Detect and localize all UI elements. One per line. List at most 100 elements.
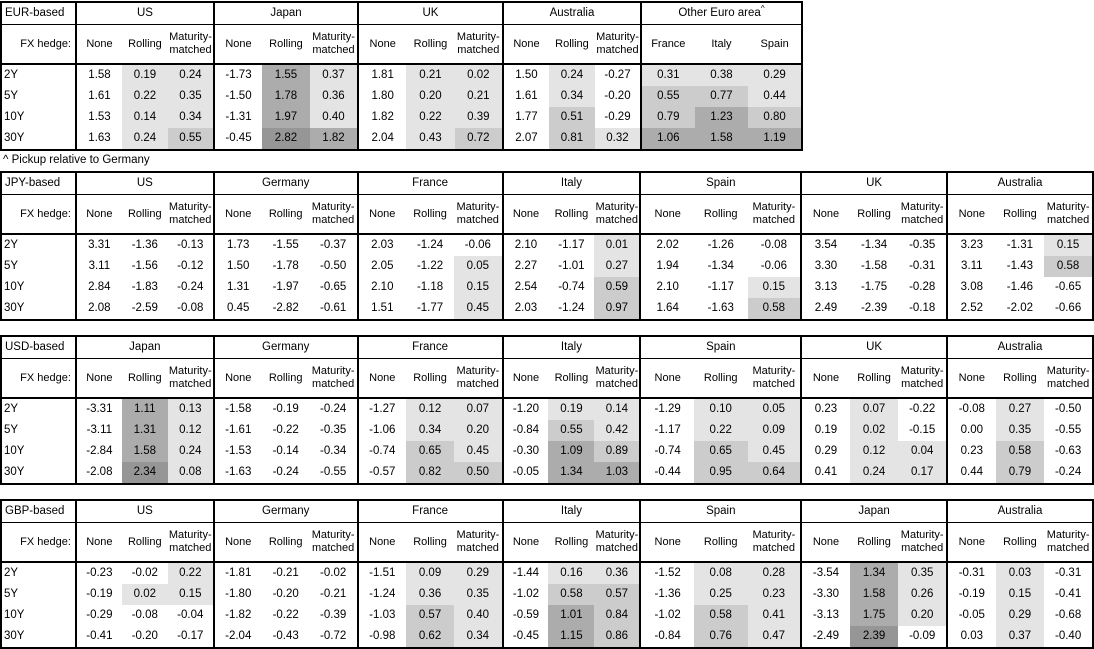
column-header-rolling: Rolling xyxy=(548,24,595,65)
value-cell: -2.84 xyxy=(74,441,122,462)
column-header-rolling: Rolling xyxy=(849,522,899,563)
value-cell: -3.30 xyxy=(800,584,850,605)
value-cell: 0.15 xyxy=(995,584,1045,605)
table-row-2y: 2Y -0.23 -0.02 0.22 -1.81 -0.21 -0.02 -1.51 0.09… xyxy=(1,562,1093,584)
column-header-spain: Spain xyxy=(748,24,802,65)
column-header-rolling: Rolling xyxy=(261,194,310,235)
value-cell: -1.77 xyxy=(416,301,444,314)
table-row-10y: 10Y 2.84 -1.83 -0.24 1.31 -1.97 -0.65 2.10 -1.18… xyxy=(1,277,1093,298)
value-cell: 0.24 xyxy=(168,64,214,86)
value-cell: 0.27 xyxy=(995,398,1045,420)
column-header-maturity-matched: Maturity-matched xyxy=(594,358,641,399)
value-cell: -1.20 xyxy=(501,398,549,420)
value-cell: -1.75 xyxy=(860,280,888,293)
value-cell: 0.07 xyxy=(454,398,503,420)
value-cell: -1.55 xyxy=(272,238,299,251)
value-cell: 1.81 xyxy=(356,64,407,86)
group-header-france: France xyxy=(356,500,503,523)
value-cell: 0.20 xyxy=(406,86,455,107)
value-cell: 3.23 xyxy=(946,234,996,256)
value-cell: 0.55 xyxy=(548,420,595,441)
value-cell: 0.57 xyxy=(594,584,641,605)
column-header-rolling: Rolling xyxy=(849,358,899,399)
value-cell: -1.36 xyxy=(131,238,158,251)
value-cell: 3.31 xyxy=(74,234,122,256)
value-cell: -2.02 xyxy=(1006,301,1034,314)
value-cell: 0.19 xyxy=(800,420,850,441)
value-cell: -0.06 xyxy=(464,238,491,251)
value-cell: -0.50 xyxy=(1055,402,1082,415)
value-cell: -0.74 xyxy=(558,280,585,293)
value-cell: 0.62 xyxy=(405,626,455,648)
value-cell: 0.15 xyxy=(1044,234,1093,256)
value-cell: 0.47 xyxy=(747,626,802,648)
value-cell: 1.58 xyxy=(75,64,122,86)
value-cell: 0.58 xyxy=(693,605,748,626)
value-cell: 1.58 xyxy=(121,441,168,462)
value-cell: -0.04 xyxy=(177,608,204,621)
value-cell: 0.76 xyxy=(693,626,748,648)
value-cell: 0.38 xyxy=(694,64,749,86)
value-cell: 0.58 xyxy=(747,298,802,320)
value-cell: -0.34 xyxy=(320,444,347,457)
value-cell: -0.17 xyxy=(177,629,204,642)
column-header-rolling: Rolling xyxy=(693,358,748,399)
value-cell: -1.44 xyxy=(501,562,549,584)
value-cell: 0.29 xyxy=(995,605,1045,626)
value-cell: -0.74 xyxy=(639,441,694,462)
value-cell: -1.01 xyxy=(558,259,585,272)
row-label: 5Y xyxy=(4,423,19,436)
group-header-spain: Spain xyxy=(639,500,802,523)
value-cell: 1.31 xyxy=(121,420,168,441)
table-row-10y: 10Y -0.29 -0.08 -0.04 -1.82 -0.22 -0.39 -1.03 0.… xyxy=(1,605,1093,626)
value-cell: -1.53 xyxy=(212,441,262,462)
value-cell: -1.58 xyxy=(212,398,262,420)
value-cell: 0.40 xyxy=(454,605,503,626)
value-cell: 1.53 xyxy=(75,107,122,128)
table-row-10y: 10Y -2.84 1.58 0.24 -1.53 -0.14 -0.34 -0.74 0.65… xyxy=(1,441,1093,462)
value-cell: 1.58 xyxy=(849,584,899,605)
value-cell: 0.35 xyxy=(898,562,948,584)
value-cell: 0.72 xyxy=(454,128,503,150)
row-label: 2Y xyxy=(4,566,19,579)
column-header-none: None xyxy=(501,24,549,65)
value-cell: 0.12 xyxy=(849,441,899,462)
column-header-none: None xyxy=(356,24,407,65)
yield-table-usd-based: USD-based Japan Germany France Italy Spain UK A… xyxy=(0,335,1094,485)
value-cell: 0.34 xyxy=(454,626,503,648)
value-cell: -2.49 xyxy=(800,626,850,648)
table-row-30y: 30Y -2.08 2.34 0.08 -1.63 -0.24 -0.55 -0.57 0.82… xyxy=(1,462,1093,484)
value-cell: -1.26 xyxy=(707,238,734,251)
table-row-5y: 5Y 1.61 0.22 0.35 -1.50 1.78 0.36 1.80 0.20 0.21 1… xyxy=(1,86,802,107)
value-cell: 0.55 xyxy=(168,128,214,150)
value-cell: -0.27 xyxy=(604,68,631,81)
value-cell: 0.03 xyxy=(946,626,996,648)
footnote-pickup-germany: ^ Pickup relative to Germany xyxy=(3,154,150,166)
value-cell: 3.11 xyxy=(74,256,122,277)
table-usd-based: USD-based Japan Germany France Italy Spain UK A… xyxy=(0,335,1094,485)
column-header-maturity-matched: Maturity-matched xyxy=(309,358,358,399)
value-cell: -0.37 xyxy=(320,238,347,251)
value-cell: -2.04 xyxy=(212,626,262,648)
value-cell: 0.22 xyxy=(406,107,455,128)
column-header-maturity-matched: Maturity-matched xyxy=(898,522,948,563)
value-cell: 0.50 xyxy=(454,462,503,484)
base-label: JPY-based xyxy=(1,172,76,195)
value-cell: 1.80 xyxy=(356,86,407,107)
table-row-5y: 5Y 3.11 -1.56 -0.12 1.50 -1.78 -0.50 2.05 -1.22 0… xyxy=(1,256,1093,277)
value-cell: -1.63 xyxy=(212,462,262,484)
value-cell: 1.51 xyxy=(356,298,406,320)
column-header-none: None xyxy=(212,194,262,235)
column-header-rolling: Rolling xyxy=(405,194,455,235)
value-cell: 0.77 xyxy=(694,86,749,107)
table-row-30y: 30Y -0.41 -0.20 -0.17 -2.04 -0.43 -0.72 -0.98 0.… xyxy=(1,626,1093,648)
value-cell: 0.84 xyxy=(594,605,641,626)
base-label: USD-based xyxy=(1,336,76,359)
group-header-france: France xyxy=(356,172,503,195)
value-cell: 2.08 xyxy=(74,298,122,320)
value-cell: 0.02 xyxy=(454,64,503,86)
value-cell: -0.65 xyxy=(1055,280,1082,293)
value-cell: 3.30 xyxy=(800,256,850,277)
value-cell: -0.13 xyxy=(177,238,204,251)
